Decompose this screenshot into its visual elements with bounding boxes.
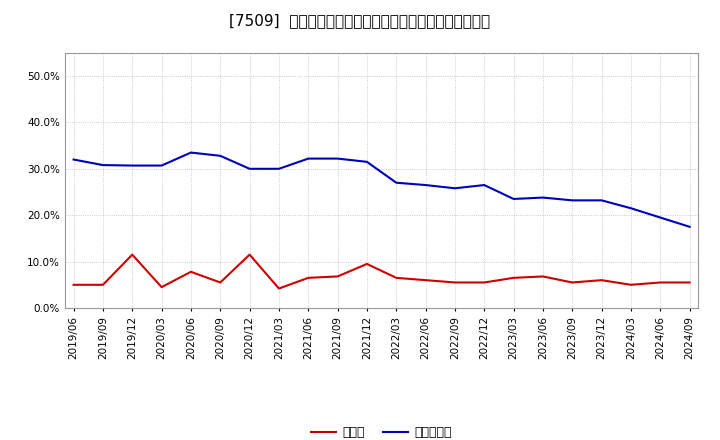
現頲金 [333,274,342,279]
有利子負債 [421,183,430,188]
現頲金 [99,282,107,287]
有利子負債 [274,166,283,172]
有利子負債 [69,157,78,162]
有利子負債 [656,215,665,220]
現頲金 [304,275,312,280]
Line: 現頲金: 現頲金 [73,255,690,289]
現頲金 [451,280,459,285]
有利子負債 [626,205,635,211]
現頲金 [598,278,606,283]
有利子負債 [216,153,225,158]
現頲金 [363,261,372,267]
有利子負債 [304,156,312,161]
現頲金 [480,280,489,285]
Legend: 現頲金, 有利子負債: 現頲金, 有利子負債 [306,422,457,440]
有利子負債 [157,163,166,168]
現頲金 [392,275,400,280]
有利子負債 [480,183,489,188]
現頲金 [128,252,137,257]
有利子負債 [99,162,107,168]
現頲金 [186,269,195,275]
Text: [7509]  現頲金、有利子負債の総資産に対する比率の推移: [7509] 現頲金、有利子負債の総資産に対する比率の推移 [230,13,490,28]
現頲金 [421,278,430,283]
現頲金 [157,285,166,290]
現頲金 [69,282,78,287]
現頲金 [274,286,283,291]
有利子負債 [598,198,606,203]
現頲金 [509,275,518,280]
有利子負債 [509,196,518,202]
有利子負債 [568,198,577,203]
有利子負債 [186,150,195,155]
有利子負債 [392,180,400,185]
現頲金 [568,280,577,285]
Line: 有利子負債: 有利子負債 [73,153,690,227]
有利子負債 [539,195,547,200]
有利子負債 [333,156,342,161]
現頲金 [656,280,665,285]
現頲金 [216,280,225,285]
有利子負債 [128,163,137,168]
現頲金 [539,274,547,279]
有利子負債 [451,186,459,191]
現頲金 [626,282,635,287]
有利子負債 [685,224,694,229]
現頲金 [685,280,694,285]
有利子負債 [246,166,254,172]
有利子負債 [363,159,372,165]
現頲金 [246,252,254,257]
